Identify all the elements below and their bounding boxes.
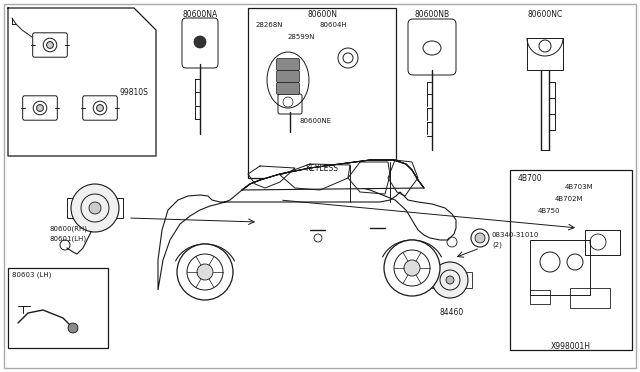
Text: 80600(RH): 80600(RH) <box>50 226 88 232</box>
Circle shape <box>89 202 101 214</box>
Circle shape <box>68 323 78 333</box>
FancyBboxPatch shape <box>276 71 300 83</box>
Bar <box>585 230 620 255</box>
Text: 80600NA: 80600NA <box>182 10 218 19</box>
Text: 28599N: 28599N <box>288 34 316 40</box>
Circle shape <box>446 276 454 284</box>
Circle shape <box>471 229 489 247</box>
Bar <box>428 272 472 288</box>
Bar <box>570 288 610 308</box>
Text: X998001H: X998001H <box>551 342 591 351</box>
Text: 4B700: 4B700 <box>518 174 543 183</box>
Bar <box>8 268 108 348</box>
Text: 28268N: 28268N <box>256 22 284 28</box>
Circle shape <box>432 262 468 298</box>
Bar <box>530 290 550 304</box>
Bar <box>530 240 590 295</box>
Text: 99810S: 99810S <box>120 88 149 97</box>
Text: 4B750: 4B750 <box>538 208 561 214</box>
Text: 84460: 84460 <box>440 308 464 317</box>
Text: 4B703M: 4B703M <box>565 184 594 190</box>
Text: 80601(LH): 80601(LH) <box>50 236 87 243</box>
Circle shape <box>71 184 119 232</box>
Text: 80600NE: 80600NE <box>300 118 332 124</box>
Text: 4B702M: 4B702M <box>555 196 584 202</box>
FancyBboxPatch shape <box>276 58 300 71</box>
Bar <box>248 8 396 178</box>
Text: 80604H: 80604H <box>320 22 348 28</box>
Circle shape <box>47 42 53 48</box>
Text: 08340-31010: 08340-31010 <box>492 232 540 238</box>
Circle shape <box>404 260 420 276</box>
Bar <box>527 38 563 70</box>
Polygon shape <box>158 178 456 290</box>
Text: (2): (2) <box>492 242 502 248</box>
Circle shape <box>177 244 233 300</box>
Circle shape <box>36 105 44 111</box>
Circle shape <box>475 233 485 243</box>
Circle shape <box>194 36 206 48</box>
Text: 80600NC: 80600NC <box>527 10 563 19</box>
Bar <box>510 170 632 350</box>
Text: KEYLESS: KEYLESS <box>305 164 339 173</box>
Bar <box>67 198 123 218</box>
Polygon shape <box>242 160 424 190</box>
Circle shape <box>384 240 440 296</box>
Text: 80600NB: 80600NB <box>415 10 449 19</box>
Circle shape <box>197 264 213 280</box>
Text: 80600N: 80600N <box>307 10 337 19</box>
Circle shape <box>97 105 104 111</box>
FancyBboxPatch shape <box>276 83 300 94</box>
Text: 80603 (LH): 80603 (LH) <box>12 272 51 279</box>
